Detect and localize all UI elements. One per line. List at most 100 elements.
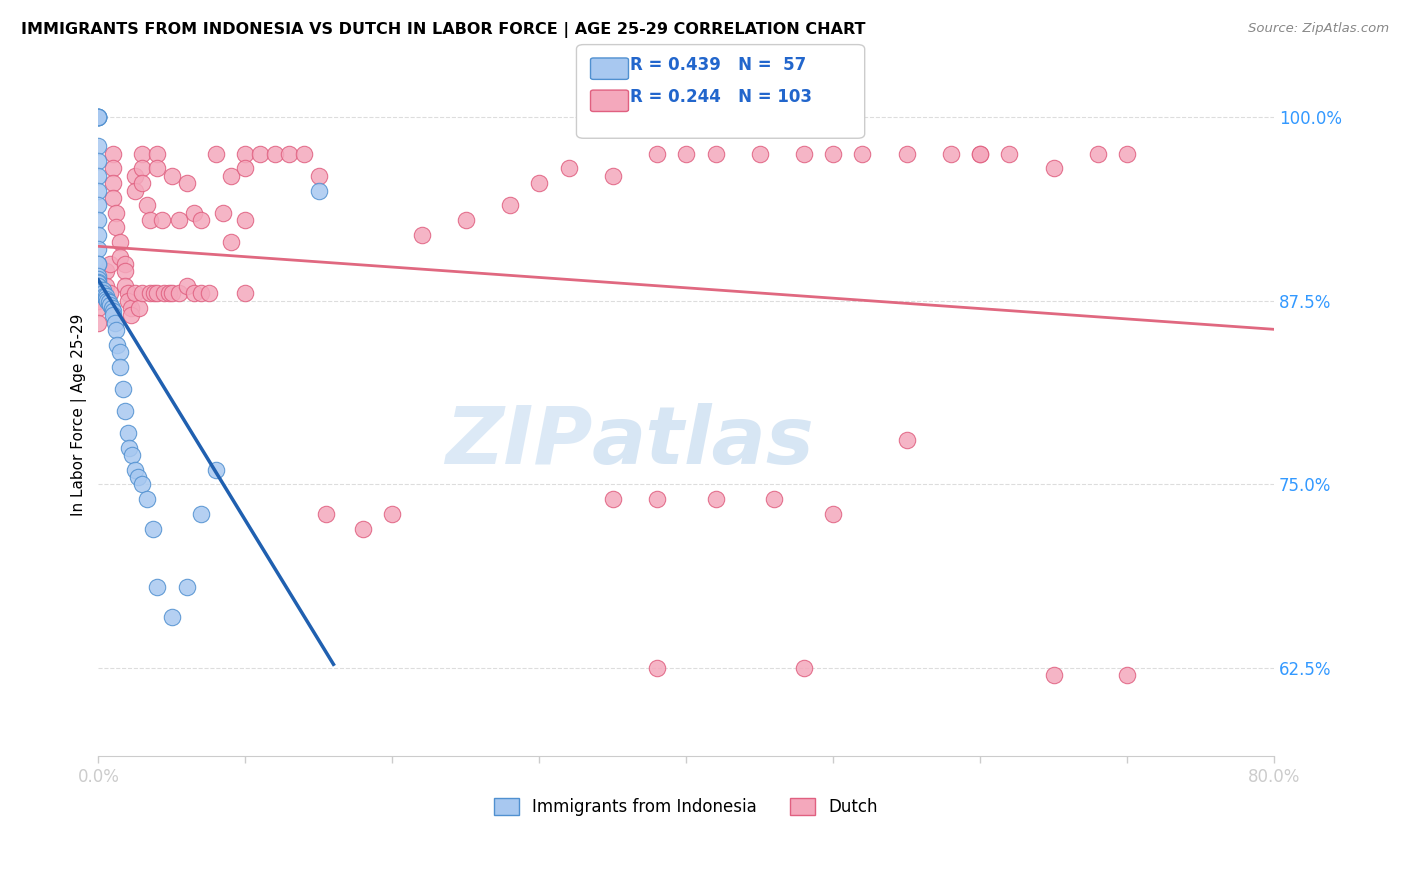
Point <box>167 213 190 227</box>
Point <box>104 323 127 337</box>
Point <box>212 205 235 219</box>
Point <box>190 286 212 301</box>
Point <box>308 169 330 183</box>
Y-axis label: In Labor Force | Age 25-29: In Labor Force | Age 25-29 <box>72 313 87 516</box>
Point <box>120 309 142 323</box>
Point <box>87 110 110 124</box>
Point <box>110 359 132 374</box>
Point <box>121 448 143 462</box>
Point <box>87 282 110 296</box>
Point <box>87 257 110 271</box>
Text: R = 0.244   N = 103: R = 0.244 N = 103 <box>630 88 811 106</box>
Point <box>96 293 118 308</box>
Point <box>110 345 132 359</box>
Point <box>98 286 121 301</box>
Point <box>87 268 110 283</box>
Point <box>146 286 169 301</box>
Point <box>896 146 918 161</box>
Point <box>219 169 242 183</box>
Point <box>1116 146 1139 161</box>
Point <box>93 289 115 303</box>
Point <box>94 264 117 278</box>
Point <box>411 227 433 242</box>
Point <box>103 316 125 330</box>
Point <box>969 146 991 161</box>
Point <box>602 169 624 183</box>
Point <box>823 507 845 521</box>
Point <box>87 154 110 169</box>
Point <box>197 286 219 301</box>
Point <box>101 146 124 161</box>
Point <box>124 463 146 477</box>
Point <box>352 521 374 535</box>
Point <box>87 139 110 153</box>
Point <box>146 146 169 161</box>
Point <box>124 184 146 198</box>
Point <box>87 279 110 293</box>
Point <box>190 507 212 521</box>
Point <box>645 492 668 507</box>
Point <box>315 507 337 521</box>
Point <box>160 609 183 624</box>
Point <box>112 382 135 396</box>
Point <box>91 284 114 298</box>
Point <box>190 213 212 227</box>
Point <box>143 286 166 301</box>
Point <box>1087 146 1109 161</box>
Point <box>153 286 176 301</box>
Point <box>117 425 139 440</box>
Point <box>104 205 127 219</box>
Point <box>454 213 477 227</box>
Point <box>527 176 550 190</box>
Point <box>131 286 153 301</box>
Point <box>704 492 727 507</box>
Point <box>87 279 110 293</box>
Point <box>101 309 124 323</box>
Point <box>998 146 1021 161</box>
Point <box>91 286 114 301</box>
Point <box>101 176 124 190</box>
Point <box>278 146 301 161</box>
Legend: Immigrants from Indonesia, Dutch: Immigrants from Indonesia, Dutch <box>488 791 884 823</box>
Point <box>87 301 110 315</box>
Point <box>135 198 157 212</box>
Point <box>176 176 198 190</box>
Point <box>249 146 271 161</box>
Point <box>114 404 136 418</box>
Point <box>176 580 198 594</box>
Point <box>263 146 285 161</box>
Point <box>793 661 815 675</box>
Point <box>87 271 110 285</box>
Point <box>233 146 256 161</box>
Point <box>94 293 117 307</box>
Point <box>139 286 162 301</box>
Point <box>87 293 110 308</box>
Point <box>87 284 110 298</box>
Point <box>87 276 110 290</box>
Point <box>157 286 180 301</box>
Point <box>704 146 727 161</box>
Point <box>499 198 522 212</box>
Text: IMMIGRANTS FROM INDONESIA VS DUTCH IN LABOR FORCE | AGE 25-29 CORRELATION CHART: IMMIGRANTS FROM INDONESIA VS DUTCH IN LA… <box>21 22 866 38</box>
Point <box>87 275 110 289</box>
Point <box>97 295 120 310</box>
Point <box>87 286 110 301</box>
Point <box>87 279 110 293</box>
Point <box>675 146 697 161</box>
Point <box>98 298 121 312</box>
Point <box>114 279 136 293</box>
Point <box>381 507 404 521</box>
Point <box>87 198 110 212</box>
Point <box>87 257 110 271</box>
Point <box>117 293 139 308</box>
Point <box>139 213 162 227</box>
Point <box>176 279 198 293</box>
Point <box>124 169 146 183</box>
Point <box>205 463 228 477</box>
Point <box>131 477 153 491</box>
Point <box>233 286 256 301</box>
Point <box>117 286 139 301</box>
Point <box>150 213 173 227</box>
Point <box>110 250 132 264</box>
Point <box>107 338 129 352</box>
